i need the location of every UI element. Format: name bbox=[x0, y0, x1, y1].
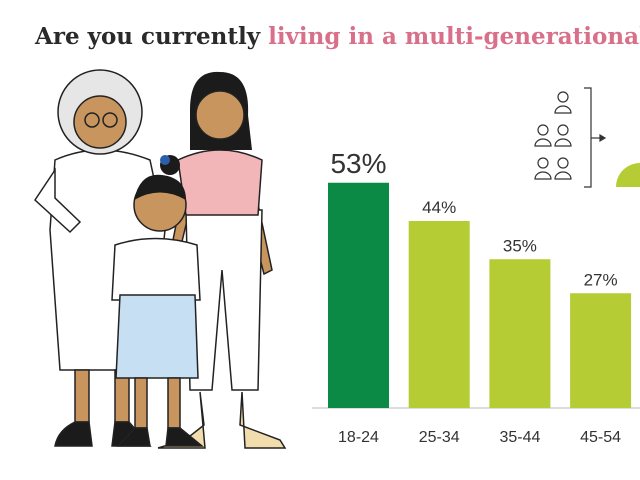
title-part: Are you currently bbox=[34, 23, 268, 50]
bar bbox=[570, 293, 632, 408]
value-label: 35% bbox=[503, 236, 537, 255]
value-label: 44% bbox=[422, 198, 456, 217]
bar bbox=[489, 259, 551, 408]
x-tick-label: 45-54 bbox=[580, 429, 621, 446]
x-tick-label: 18-24 bbox=[338, 429, 379, 446]
people-icon-group bbox=[534, 87, 607, 188]
decor-shape bbox=[616, 163, 640, 187]
bar bbox=[328, 182, 389, 408]
x-tick-label: 25-34 bbox=[419, 429, 460, 446]
chart-title: Are you currently living in a multi-gene… bbox=[34, 23, 640, 50]
bar bbox=[408, 221, 470, 408]
value-label: 53% bbox=[330, 148, 386, 179]
family-illustration bbox=[34, 69, 287, 449]
value-label: 27% bbox=[584, 270, 618, 289]
x-tick-label: 35-44 bbox=[499, 429, 540, 446]
title-part: living in a multi-generational bbox=[268, 23, 640, 50]
